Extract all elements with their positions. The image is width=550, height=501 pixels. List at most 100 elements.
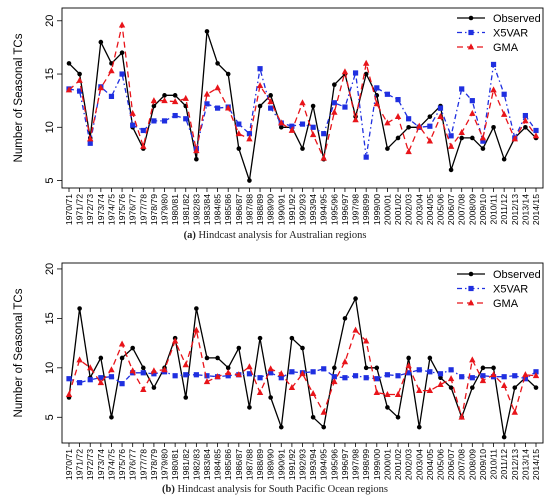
x-tick-label-a: 1990/91 (276, 194, 286, 225)
legend-label-observed-a: Observed (493, 13, 541, 25)
legend-marker-gma-a (467, 43, 475, 50)
data-point-x5var-a (459, 86, 465, 92)
data-point-x5var-b (321, 366, 327, 372)
x-tick-label-a: 2000/01 (382, 194, 392, 225)
x-tick-label-a: 2007/08 (457, 194, 467, 225)
x-tick-label-b: 2005/06 (435, 449, 445, 480)
data-point-x5var-a (406, 116, 412, 122)
data-point-observed-b (140, 365, 146, 371)
data-point-gma-a (426, 137, 434, 144)
data-point-observed-b (438, 375, 443, 381)
x-tick-label-b: 1988/89 (255, 449, 265, 480)
data-point-observed-a (98, 39, 104, 45)
data-point-x5var-a (151, 118, 157, 124)
x-tick-label-b: 1975/76 (117, 449, 127, 480)
data-point-observed-a (215, 61, 220, 66)
data-point-x5var-b (151, 371, 157, 377)
data-point-gma-a (299, 99, 306, 106)
data-point-observed-a (151, 103, 157, 109)
x-tick-label-b: 1983/84 (202, 449, 212, 480)
x-tick-label-a: 1994/95 (319, 194, 329, 225)
series-line-observed-b (68, 297, 537, 438)
chart-panel-a: 5 10 15 20 Number of Seasonal TCs 1970/71 1971… (13, 7, 544, 225)
data-point-observed-b (119, 355, 125, 361)
data-point-gma-b (214, 373, 221, 380)
data-point-observed-a (395, 135, 401, 141)
data-point-x5var-a (310, 124, 316, 130)
data-point-x5var-a (342, 104, 348, 110)
x-tick-label-b: 1973/74 (96, 449, 106, 480)
data-point-x5var-b (406, 370, 412, 376)
x-tick-label-a: 1993/94 (308, 194, 318, 225)
x-tick-label-a: 1978/79 (149, 194, 159, 225)
data-point-gma-a (76, 76, 83, 83)
data-point-gma-a (246, 135, 253, 142)
x-tick-label-a: 1998/99 (361, 194, 371, 225)
legend-label-x5var-b: X5VAR (493, 284, 528, 296)
data-point-observed-b (310, 414, 316, 420)
data-point-gma-b (522, 371, 529, 378)
data-point-gma-b (299, 370, 306, 377)
legend-marker-gma-b (467, 299, 475, 306)
x-tick-label-b: 2006/07 (446, 449, 456, 480)
data-point-x5var-b (374, 376, 380, 382)
data-point-gma-b (447, 375, 455, 382)
legend-marker-x5var-b (468, 285, 474, 292)
data-point-x5var-a (437, 105, 444, 111)
x-tick-label-b: 2004/05 (425, 449, 435, 480)
data-point-observed-b (77, 306, 82, 311)
data-point-gma-a (267, 98, 274, 105)
data-point-x5var-b (522, 376, 528, 382)
data-point-observed-a (204, 29, 210, 34)
legend-a: Observed X5VAR GMA (455, 9, 541, 55)
x-tick-label-b: 1993/94 (308, 449, 318, 480)
y-tick-label-a: 15 (44, 68, 56, 80)
data-point-gma-b (161, 366, 168, 373)
data-point-x5var-b (225, 373, 231, 379)
x-tick-label-b: 1977/78 (138, 449, 148, 480)
data-point-x5var-a (374, 85, 380, 91)
x-tick-label-b: 1992/93 (298, 449, 308, 480)
data-point-x5var-a (331, 100, 337, 106)
caption-b-label: (b) (162, 484, 175, 495)
data-point-x5var-a (363, 154, 369, 160)
data-point-gma-b (150, 367, 158, 374)
x-tick-label-a: 2010/11 (489, 194, 499, 225)
data-point-gma-a (405, 148, 412, 155)
data-point-x5var-b (98, 375, 104, 381)
x-tick-label-a: 2012/13 (510, 194, 520, 225)
y-tick-label-b: 15 (44, 312, 56, 324)
x-tick-label-a: 1986/87 (234, 194, 244, 225)
data-point-x5var-b (459, 374, 465, 380)
data-point-gma-a (384, 119, 391, 126)
x-tick-label-a: 1982/83 (191, 194, 201, 225)
y-tick-label-a: 10 (44, 121, 56, 133)
data-point-x5var-a (469, 98, 475, 104)
data-point-x5var-a (161, 118, 168, 124)
data-point-gma-a (140, 142, 147, 149)
data-point-gma-a (235, 130, 243, 137)
x-tick-label-b: 1979/80 (160, 449, 170, 480)
data-point-x5var-b (480, 373, 486, 379)
data-point-observed-b (342, 316, 348, 321)
data-point-observed-a (77, 71, 82, 77)
data-point-x5var-b (437, 371, 444, 377)
data-point-gma-a (352, 116, 359, 123)
data-point-observed-b (501, 434, 507, 440)
data-point-x5var-a (204, 101, 210, 107)
data-point-observed-b (236, 345, 242, 351)
x-tick-label-b: 2011/12 (499, 449, 509, 480)
x-tick-label-b: 2007/08 (457, 449, 467, 480)
data-point-x5var-b (363, 375, 369, 381)
data-point-gma-b (341, 358, 349, 365)
data-point-observed-a (427, 114, 433, 119)
data-point-gma-a (500, 110, 508, 117)
data-point-x5var-b (66, 376, 72, 382)
caption-b-text: Hindcast analysis for South Pacific Ocea… (177, 484, 388, 495)
x-tick-label-a: 1983/84 (202, 194, 212, 225)
x-tick-label-b: 2014/15 (531, 449, 541, 480)
data-point-observed-b (353, 296, 358, 301)
data-point-x5var-b (533, 369, 539, 375)
x-tick-label-a: 2009/10 (478, 194, 488, 225)
legend-marker-x5var-a (468, 29, 474, 36)
